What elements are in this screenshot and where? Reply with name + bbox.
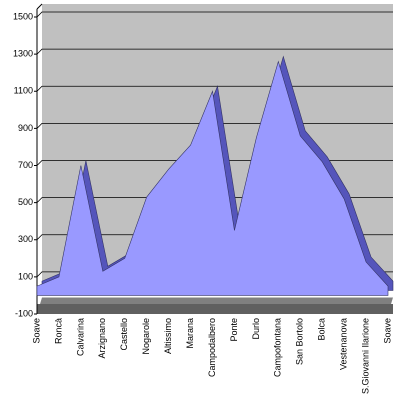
y-axis-back [36, 3, 43, 10]
area [36, 60, 389, 296]
x-tick-label: Soave [382, 318, 392, 344]
x-tick-label: Bolca [317, 318, 327, 341]
x-tick-label: Vestenanova [339, 318, 349, 370]
x-tick-label: Campodalbero [207, 318, 217, 377]
x-tick-label: Durlo [251, 318, 261, 340]
grid-line [36, 11, 393, 18]
x-tick-label: Campofontana [273, 318, 283, 377]
x-tick-label: Ponte [229, 318, 239, 342]
y-tick-label: 700 [18, 160, 33, 170]
y-tick-label: 500 [18, 197, 33, 207]
y-tick-label: 900 [18, 123, 33, 133]
y-tick-label: 1100 [14, 86, 33, 96]
y-tick-label: 100 [18, 271, 33, 281]
x-tick-label: Nogarole [141, 318, 151, 355]
grid-line [36, 48, 393, 55]
y-tick-label: -100 [15, 308, 33, 318]
x-tick-label: Calvarina [75, 318, 85, 356]
x-tick-label: Roncà [53, 318, 63, 344]
y-tick-label: 1500 [13, 11, 33, 21]
plot-floor-front [37, 304, 393, 314]
x-tick-label: Altissimo [163, 318, 173, 354]
y-tick-label: 1300 [13, 49, 33, 59]
x-tick-label: Marana [185, 318, 195, 349]
x-tick-label: Castello [119, 318, 129, 351]
x-tick-label: S.Giovanni Ilarione [360, 318, 370, 394]
x-tick-label: Soave [31, 318, 41, 344]
x-tick-label: Arzignano [97, 318, 107, 359]
y-tick-label: 300 [18, 234, 33, 244]
x-tick-label: San Bortolo [295, 318, 305, 365]
